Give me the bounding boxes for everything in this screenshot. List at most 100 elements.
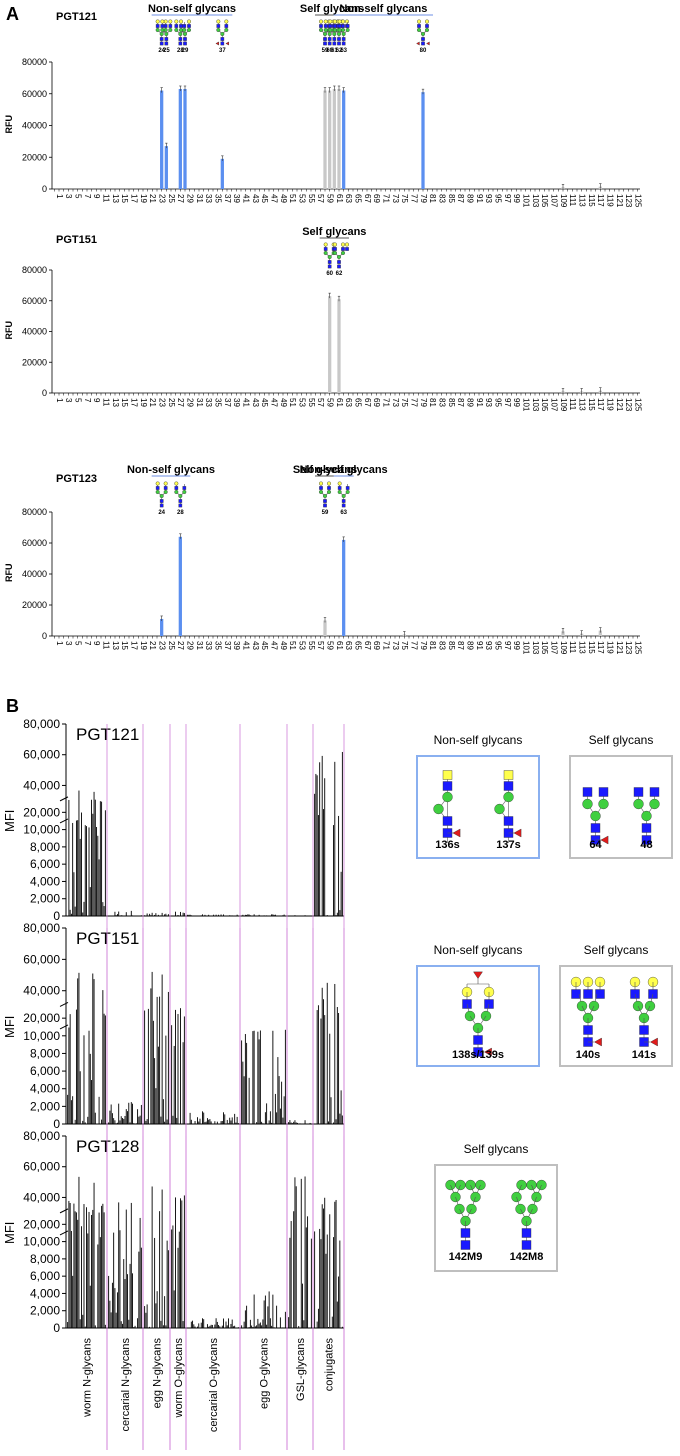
mfi-bar [128, 1102, 130, 1124]
mfi-bar [223, 1318, 224, 1328]
mfi-bar [262, 1319, 264, 1328]
glcnac-square [155, 24, 160, 28]
mfi-bar [175, 1009, 176, 1124]
x-tick-label: 113 [578, 194, 587, 207]
chart-title: PGT151 [56, 234, 97, 246]
mfi-bar [72, 822, 74, 916]
x-tick-label: 27 [176, 398, 185, 407]
x-tick-label: 45 [260, 194, 269, 203]
y-tick-label: 60000 [22, 296, 47, 306]
y-tick-label: 2,000 [30, 1304, 60, 1318]
mfi-bar [160, 1320, 162, 1328]
y-axis-label: MFI [2, 1222, 17, 1244]
y-tick-label: 0 [53, 1321, 60, 1335]
y-tick-label: 40000 [22, 327, 47, 337]
mfi-bar [216, 1321, 218, 1328]
mfi-bar [182, 1321, 184, 1328]
mfi-bar [267, 1306, 269, 1328]
mfi-bar [282, 915, 284, 916]
mfi-bar [219, 1326, 221, 1328]
glcnac-square [327, 486, 331, 490]
sugar-circle [341, 242, 346, 247]
mfi-bar [200, 1322, 202, 1328]
mfi-bar [99, 801, 101, 916]
glcnac-square [598, 787, 609, 797]
mfi-bar [333, 825, 334, 916]
mfi-bar [202, 1111, 203, 1124]
mfi-bar [244, 914, 246, 916]
mfi-bar [116, 1292, 118, 1328]
glycan-id-label: 24 [158, 510, 165, 516]
x-tick-label: 21 [148, 194, 157, 203]
sugar-circle [337, 19, 342, 24]
mfi-bar [74, 1211, 76, 1328]
y-tick-label: 0 [53, 909, 60, 923]
mfi-bar [109, 1110, 111, 1124]
y-tick-label: 40000 [22, 569, 47, 579]
mfi-bar [167, 1250, 169, 1328]
category-label: egg N-glycans [152, 1338, 164, 1409]
mfi-bar [220, 1121, 222, 1124]
mfi-bar [91, 799, 92, 916]
glcnac-square [328, 24, 333, 28]
y-tick-label: 0 [53, 1117, 60, 1131]
legend-glycan-id: 141s [632, 1049, 656, 1061]
y-tick-label: 4,000 [30, 874, 60, 888]
glycan-structure-59: 59 [319, 481, 332, 516]
mfi-bar [230, 1323, 232, 1328]
mfi-bar [214, 1324, 216, 1328]
mfi-bar [258, 1039, 260, 1124]
x-tick-label: 117 [596, 398, 605, 411]
x-tick-label: 9 [92, 398, 101, 403]
glycan-structure-24: 24 [155, 481, 168, 516]
x-tick-label: 121 [615, 398, 624, 412]
bar-glycan-110 [561, 631, 565, 636]
y-tick-label: 80,000 [23, 1129, 60, 1143]
sugar-circle [328, 28, 333, 33]
mfi-bar [243, 1321, 245, 1328]
x-tick-label: 43 [251, 398, 260, 407]
mfi-bar [98, 859, 100, 916]
mfi-bar [183, 1195, 185, 1328]
glcnac-square [163, 486, 168, 490]
mfi-bar [140, 915, 142, 916]
sugar-circle [341, 494, 346, 499]
mfi-bar [302, 1283, 303, 1328]
glcnac-square [174, 486, 179, 490]
mfi-bar [324, 778, 326, 916]
glcnac-square [179, 24, 183, 28]
mfi-bar [242, 1061, 244, 1124]
glcnac-square [503, 816, 514, 826]
glcnac-square [421, 37, 425, 41]
glcnac-square [159, 41, 164, 46]
sugar-circle [327, 254, 332, 259]
legend-box-frame [416, 965, 540, 1067]
y-tick-label: 60,000 [23, 1160, 60, 1174]
mfi-bar [180, 1008, 181, 1124]
x-tick-label: 33 [204, 398, 213, 407]
x-tick-label: 25 [167, 641, 176, 650]
mfi-bar [341, 751, 343, 916]
x-tick-label: 63 [344, 194, 353, 203]
bar-glycan-61 [332, 88, 336, 189]
bar-glycan-62 [337, 299, 341, 393]
mfi-bar [79, 1071, 81, 1124]
x-tick-label: 23 [158, 194, 167, 203]
mfi-bar [203, 1319, 205, 1328]
mfi-bar [159, 1211, 161, 1328]
axis-break [59, 818, 69, 824]
y-axis-label: RFU [4, 321, 14, 340]
x-tick-label: 111 [568, 641, 577, 654]
mfi-bar [84, 825, 86, 916]
mfi-bar [339, 1240, 341, 1328]
sugar-circle [186, 28, 191, 33]
mfi-bar [132, 915, 134, 916]
mfi-bar [248, 914, 250, 916]
mfi-bar [276, 1305, 278, 1328]
mfi-bar [283, 1096, 285, 1124]
axis-break [59, 1230, 69, 1236]
mfi-bar [320, 1018, 322, 1124]
mfi-bar [81, 1226, 82, 1328]
glcnac-square [341, 499, 346, 503]
glcnac-square [337, 24, 342, 28]
